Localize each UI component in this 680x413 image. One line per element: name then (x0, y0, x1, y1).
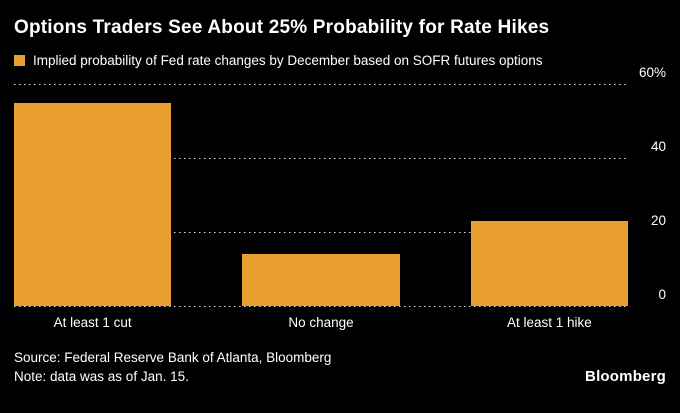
y-tick-label: 60% (638, 65, 666, 80)
footer: Source: Federal Reserve Bank of Atlanta,… (14, 348, 666, 386)
bar-no-change (242, 254, 400, 306)
y-tick-label: 40 (650, 138, 666, 154)
chart-title: Options Traders See About 25% Probabilit… (14, 17, 550, 38)
y-tick-label: 20 (650, 212, 666, 228)
note-line: Note: data was as of Jan. 15. (14, 369, 189, 384)
footer-text: Source: Federal Reserve Bank of Atlanta,… (14, 348, 331, 386)
legend-label: Implied probability of Fed rate changes … (33, 53, 543, 68)
x-label-at-least-1-cut: At least 1 cut (53, 315, 132, 330)
y-tick-label: 0 (658, 287, 666, 302)
legend-swatch-icon (14, 55, 25, 66)
gridline-rule (14, 231, 628, 233)
source-line: Source: Federal Reserve Bank of Atlanta,… (14, 350, 332, 365)
gridline-rule (14, 157, 628, 159)
x-label-no-change: No change (288, 315, 354, 330)
bar-at-least-1-hike (470, 220, 628, 306)
bar-at-least-1-cut (14, 102, 172, 306)
page: Options Traders See About 25% Probabilit… (14, 17, 666, 386)
gridline-rule (14, 306, 628, 307)
gridline-rule (14, 84, 628, 85)
bars-row (14, 84, 628, 306)
x-axis-labels: At least 1 cut No change At least 1 hike (14, 315, 628, 330)
bloomberg-logo: Bloomberg (585, 368, 666, 385)
chart-area: 60% 40 20 0 (14, 65, 666, 307)
legend: Implied probability of Fed rate changes … (14, 53, 666, 68)
x-label-at-least-1-hike: At least 1 hike (507, 315, 592, 330)
